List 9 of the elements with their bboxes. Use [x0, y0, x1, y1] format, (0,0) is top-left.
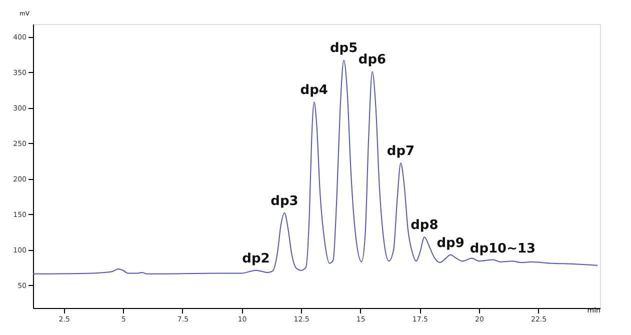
- annotation: dp5: [330, 41, 358, 56]
- annotation: dp10~13: [470, 241, 536, 256]
- annotation: dp4: [300, 83, 328, 98]
- annotation: dp3: [270, 194, 298, 209]
- annotation: dp6: [358, 52, 386, 68]
- annotation: dp7: [386, 144, 415, 160]
- annotation: dp9: [436, 236, 464, 251]
- annotation: dp2: [242, 251, 270, 266]
- annotation: dp8: [410, 218, 438, 233]
